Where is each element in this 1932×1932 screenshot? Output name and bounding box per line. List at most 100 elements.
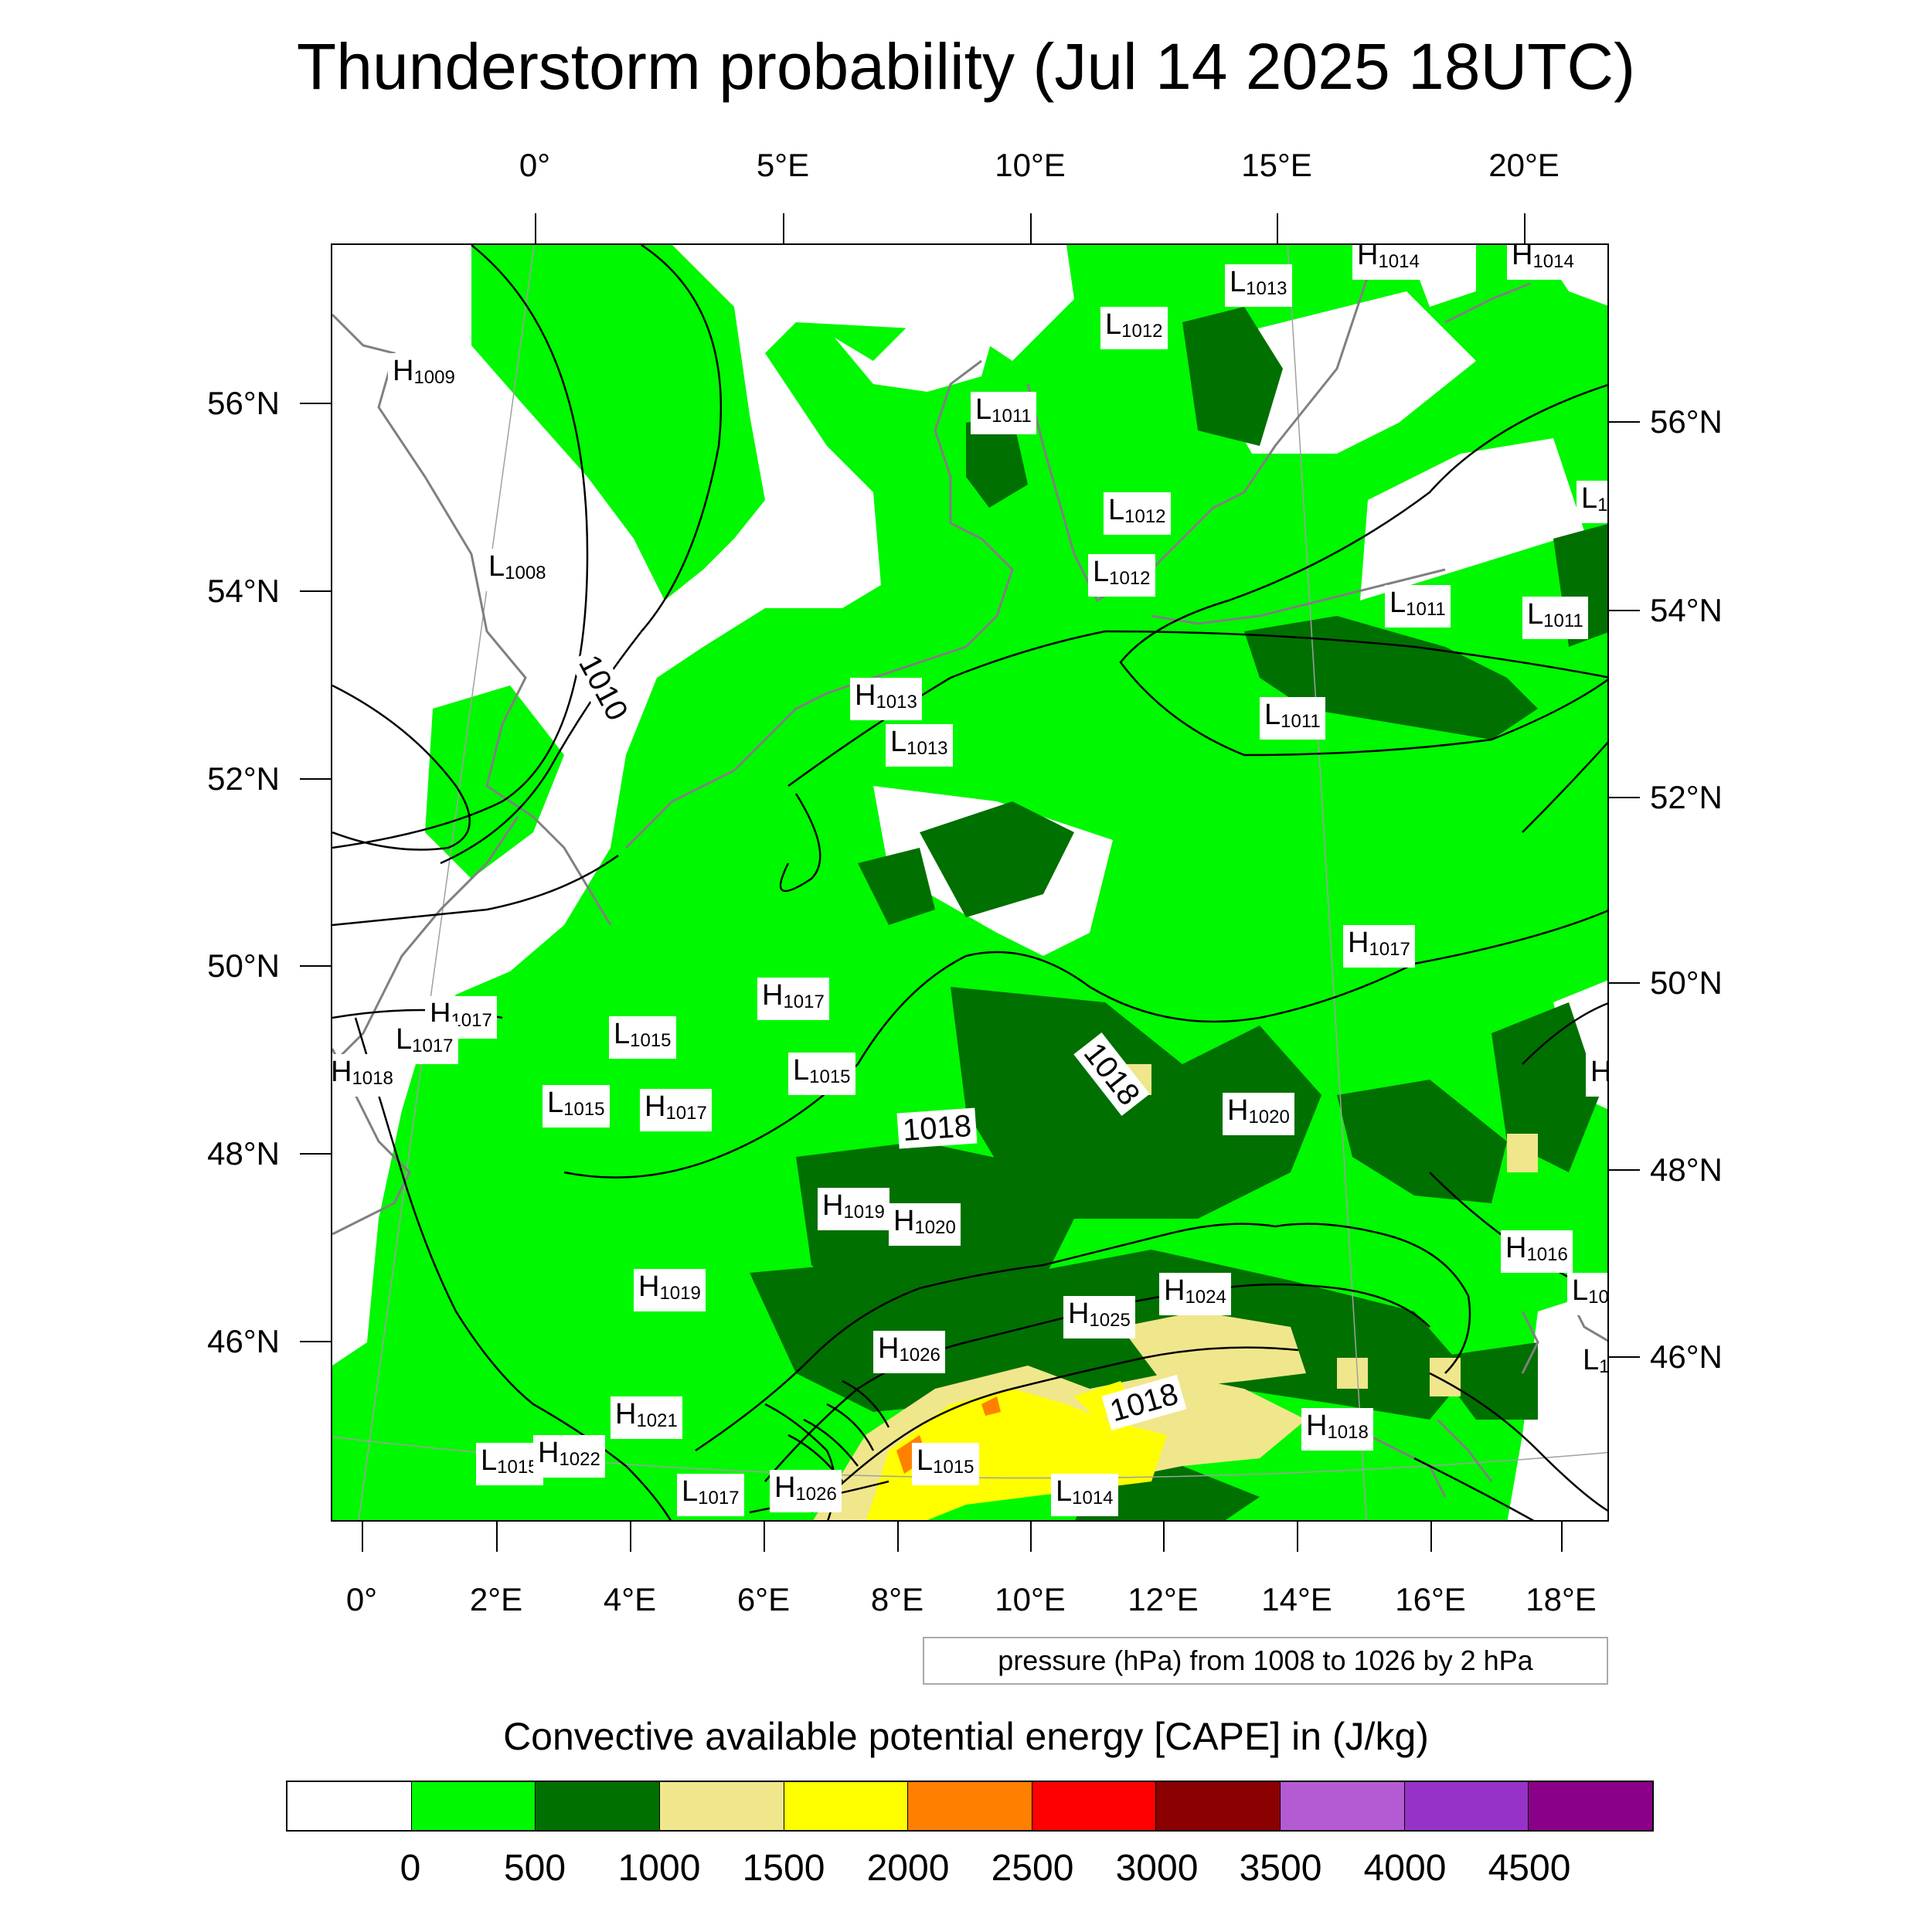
bottom-lon-label: 4°E — [603, 1581, 657, 1617]
colorbar-bin — [1529, 1782, 1653, 1830]
pressure-label: H — [1586, 1054, 1607, 1097]
map-area: H1009 L1008 H1014 H1014 L1013 L1012 L101… — [331, 243, 1609, 1522]
pressure-label: H1020 — [889, 1203, 961, 1246]
colorbar-bin — [411, 1782, 536, 1830]
pressure-label: H1009 — [388, 353, 460, 396]
left-lat-label: 46°N — [207, 1323, 280, 1359]
colorbar-label: 500 — [503, 1848, 566, 1889]
bottom-lon-label: 0° — [345, 1581, 378, 1617]
pressure-label: H1024 — [1159, 1273, 1231, 1315]
bottom-lon-label: 10°E — [995, 1581, 1066, 1617]
top-tick — [783, 213, 784, 244]
top-lon-label: 5°E — [756, 147, 810, 183]
pressure-label: H1014 — [1507, 245, 1579, 280]
bottom-lon-label: 2°E — [469, 1581, 523, 1617]
pressure-label: L1 — [1577, 481, 1607, 523]
pressure-label: H1017 — [425, 996, 497, 1039]
right-tick — [1609, 1356, 1640, 1358]
right-tick — [1609, 610, 1640, 611]
pressure-label: L1015 — [476, 1443, 543, 1485]
top-tick — [1524, 213, 1526, 244]
colorbar-label: 1000 — [617, 1848, 701, 1889]
pressure-label: L1008 — [484, 549, 551, 591]
top-lon-label: 0° — [519, 147, 551, 183]
pressure-label: H1017 — [640, 1089, 712, 1131]
left-tick — [300, 778, 331, 780]
contour-label: 1018 — [896, 1107, 978, 1149]
left-tick — [300, 1153, 331, 1155]
pressure-label: H1018 — [1301, 1408, 1373, 1451]
left-lat-label: 48°N — [207, 1135, 280, 1172]
pressure-label: L1013 — [886, 724, 953, 767]
colorbar-bin — [659, 1782, 784, 1830]
left-lat-label: 54°N — [207, 573, 280, 609]
pressure-label: L1017 — [677, 1474, 744, 1516]
bottom-lon-label: 14°E — [1261, 1581, 1332, 1617]
pressure-label: H1017 — [757, 978, 829, 1020]
left-lat-label: 56°N — [207, 385, 280, 421]
right-lat-label: 50°N — [1650, 964, 1723, 1001]
right-tick — [1609, 797, 1640, 798]
pressure-label: L1011 — [1385, 585, 1451, 628]
colorbar-label: 4500 — [1488, 1848, 1571, 1889]
pressure-label: L1015 — [788, 1053, 855, 1095]
bottom-lon-label: 16°E — [1395, 1581, 1466, 1617]
left-lat-label: 52°N — [207, 760, 280, 797]
right-tick — [1609, 1169, 1640, 1171]
colorbar-bin — [1404, 1782, 1529, 1830]
colorbar-label: 2500 — [991, 1848, 1074, 1889]
pressure-label: L1011 — [1260, 697, 1325, 740]
pressure-label: L1011 — [1522, 597, 1588, 639]
left-tick — [300, 403, 331, 404]
cape-field — [332, 245, 1607, 1520]
colorbar-label: 3000 — [1115, 1848, 1199, 1889]
pressure-label: L1014 — [1051, 1474, 1118, 1516]
colorbar-bin — [536, 1782, 660, 1830]
pressure-label: H1018 — [332, 1054, 398, 1097]
left-lat-label: 50°N — [207, 947, 280, 984]
right-lat-label: 48°N — [1650, 1151, 1723, 1188]
top-tick — [1030, 213, 1032, 244]
bottom-tick — [496, 1521, 498, 1552]
right-lat-label: 54°N — [1650, 592, 1723, 628]
top-lon-label: 10°E — [995, 147, 1066, 183]
top-tick — [535, 213, 536, 244]
bottom-tick — [1030, 1521, 1032, 1552]
bottom-lon-label: 18°E — [1526, 1581, 1597, 1617]
pressure-label: H1014 — [1352, 245, 1424, 280]
colorbar-label: 3500 — [1239, 1848, 1322, 1889]
right-tick — [1609, 982, 1640, 984]
pressure-label: H1025 — [1063, 1296, 1135, 1338]
top-lon-label: 20°E — [1488, 147, 1560, 183]
pressure-label: H1016 — [1501, 1230, 1573, 1273]
bottom-tick — [1561, 1521, 1563, 1552]
colorbar-label: 4000 — [1363, 1848, 1447, 1889]
colorbar-bin — [1156, 1782, 1281, 1830]
bottom-tick — [897, 1521, 899, 1552]
bottom-tick — [630, 1521, 631, 1552]
pressure-label: L10 — [1567, 1273, 1607, 1315]
left-tick — [300, 590, 331, 592]
pressure-label: L1011 — [971, 392, 1036, 434]
pressure-label: H1026 — [770, 1470, 842, 1512]
pressure-label: L1012 — [1088, 554, 1155, 597]
pressure-label: H1017 — [1343, 925, 1415, 968]
bottom-tick — [1430, 1521, 1432, 1552]
colorbar-bin — [1032, 1782, 1157, 1830]
bottom-lon-label: 8°E — [870, 1581, 924, 1617]
isobars — [332, 245, 1607, 1520]
pressure-label: L1015 — [543, 1085, 610, 1128]
colorbar-bin — [287, 1782, 412, 1830]
pressure-label: L1012 — [1104, 492, 1171, 535]
legend-title: Convective available potential energy [C… — [503, 1715, 1429, 1758]
colorbar-bin — [784, 1782, 909, 1830]
pressure-label: H1013 — [850, 678, 922, 720]
bottom-lon-label: 12°E — [1128, 1581, 1199, 1617]
left-tick — [300, 965, 331, 967]
colorbar-label: 0 — [400, 1848, 421, 1889]
colorbar-bin — [908, 1782, 1032, 1830]
pressure-label: L1015 — [912, 1443, 979, 1485]
pressure-label: L1017 — [391, 1022, 458, 1064]
colorbar-label: 2000 — [866, 1848, 950, 1889]
bottom-tick — [1163, 1521, 1165, 1552]
